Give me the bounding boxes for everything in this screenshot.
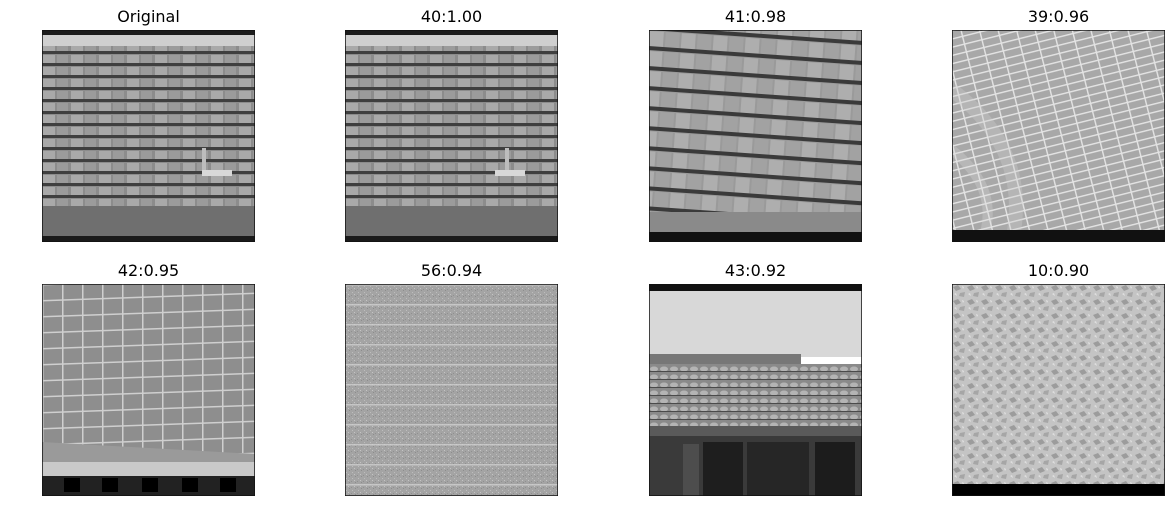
noisy-siding-image [345,284,558,496]
roof-shingles-image [345,30,558,242]
stucco-texture-image [952,284,1165,496]
panel-title: Original [117,7,180,26]
panel-title: 10:0.90 [1027,261,1090,280]
panel-title: 39:0.96 [1027,7,1090,26]
tilted-shingles-image [649,30,862,242]
curved-brick-image [952,30,1165,242]
panel-title: 40:1.00 [420,7,483,26]
panel-title: 42:0.95 [117,261,180,280]
tile-roof-building-image [649,284,862,496]
tile-wall-image [42,284,255,496]
roof-shingles-image [42,30,255,242]
panel-title: 56:0.94 [420,261,483,280]
panel-title: 43:0.92 [724,261,787,280]
panel-title: 41:0.98 [724,7,787,26]
